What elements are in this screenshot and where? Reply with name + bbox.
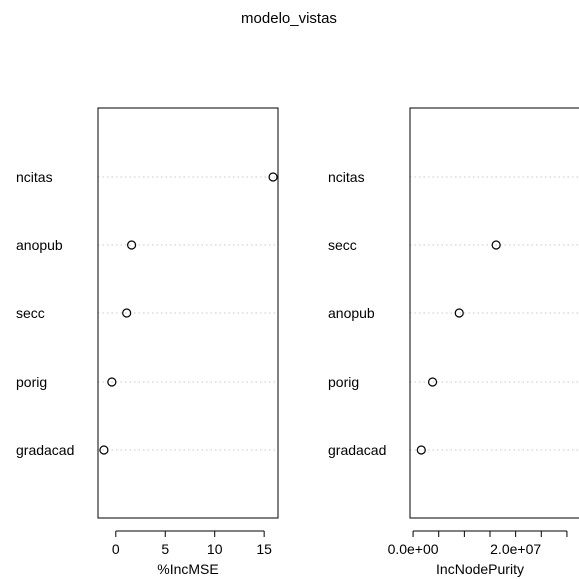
category-label: porig <box>328 374 359 390</box>
x-tick-label: 15 <box>256 541 272 557</box>
x-tick-label: 0.0e+00 <box>388 541 439 557</box>
plot-frame <box>409 107 579 519</box>
category-label: anopub <box>328 305 375 321</box>
data-point <box>416 445 426 455</box>
category-label: ncitas <box>16 169 53 185</box>
category-label: gradacad <box>16 442 74 458</box>
inc-node-purity-panel: gradacad porig anopub secc ncitas 0.0e+00 2.0e… <box>328 107 579 577</box>
x-tick-label: 0 <box>112 541 120 557</box>
category-label: porig <box>16 374 47 390</box>
x-axis-title: IncNodePurity <box>436 561 524 577</box>
data-point <box>99 445 109 455</box>
data-point <box>491 240 501 250</box>
data-point <box>268 172 278 182</box>
data-point <box>427 377 438 387</box>
category-label: gradacad <box>328 442 386 458</box>
category-label: secc <box>16 305 45 321</box>
x-tick-label: 10 <box>207 541 223 557</box>
category-label: anopub <box>16 237 63 253</box>
plot-frame <box>97 107 279 519</box>
chart-title: modelo_vistas <box>241 10 337 27</box>
data-point <box>122 308 132 318</box>
data-point <box>107 377 117 387</box>
inc-mse-panel: gradacad porig secc anopub ncitas 0 5 10 15 %IncM… <box>16 107 279 577</box>
data-point <box>454 308 464 318</box>
data-point <box>127 240 137 250</box>
x-tick-label: 2.0e+07 <box>490 541 541 557</box>
x-axis-title: %IncMSE <box>157 561 218 577</box>
category-label: ncitas <box>328 169 365 185</box>
category-label: secc <box>328 237 357 253</box>
x-tick-label: 5 <box>161 541 169 557</box>
